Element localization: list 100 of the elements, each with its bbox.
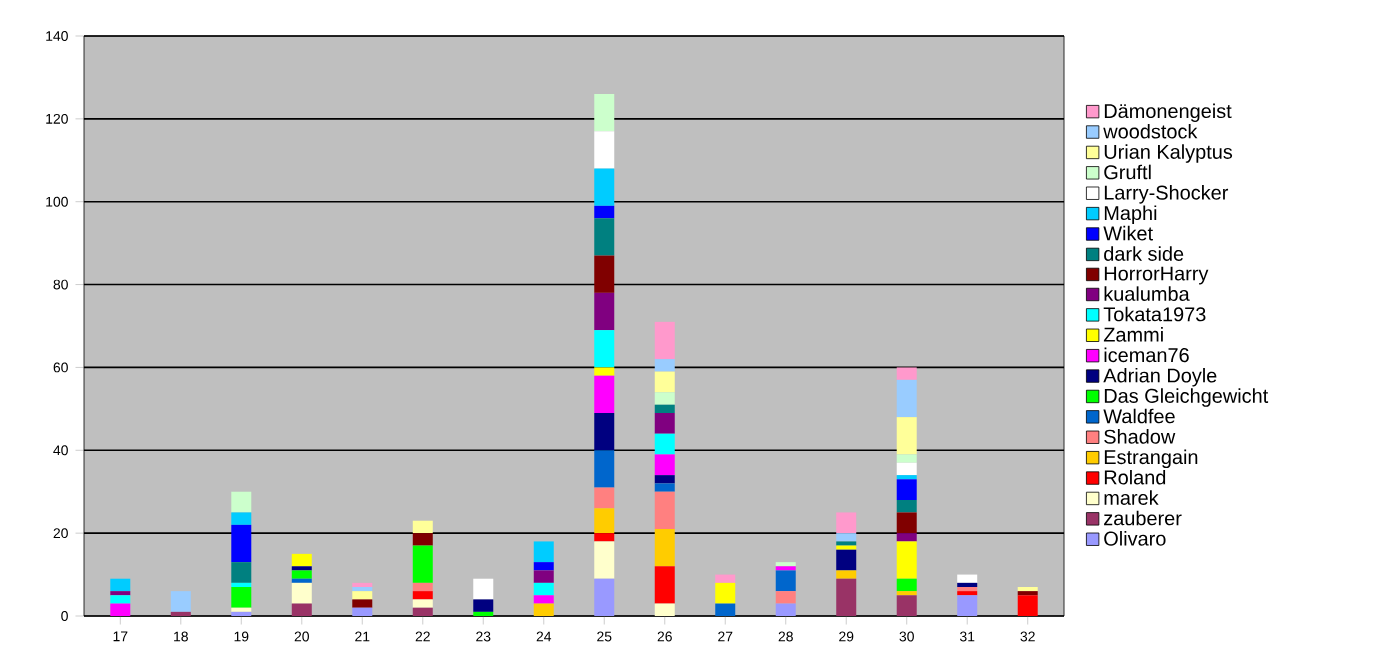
legend-label: Tokata1973 <box>1103 306 1206 322</box>
bar <box>533 603 554 616</box>
bar <box>594 330 615 368</box>
legend-label: Wiket <box>1103 225 1153 241</box>
bar <box>654 529 675 567</box>
bar <box>896 541 917 579</box>
bar <box>654 475 675 484</box>
bar <box>231 587 252 608</box>
bar <box>896 367 917 380</box>
legend-label: marek <box>1104 490 1159 505</box>
bar <box>594 533 615 542</box>
bar <box>896 578 917 592</box>
bar <box>110 603 131 616</box>
legend-label: woodstock <box>1103 123 1198 139</box>
bar <box>533 562 554 571</box>
bar <box>654 433 675 455</box>
legend-label: kualumba <box>1104 286 1190 301</box>
bar <box>231 524 252 563</box>
bar <box>654 603 675 616</box>
bar <box>896 500 917 513</box>
bar <box>231 512 252 525</box>
legend-label: Urian Kalyptus <box>1104 144 1233 163</box>
bar <box>715 582 736 604</box>
bar <box>412 582 433 592</box>
legend-label: dark side <box>1104 246 1184 261</box>
bar <box>836 512 857 534</box>
legend-label: Shadow <box>1104 429 1176 444</box>
bar <box>533 595 554 604</box>
bar <box>594 93 615 132</box>
bar <box>1017 595 1038 616</box>
bar <box>412 533 433 546</box>
bar <box>594 255 615 293</box>
bar <box>594 168 615 206</box>
bar <box>775 603 796 616</box>
bar <box>775 591 796 604</box>
bar <box>594 205 615 219</box>
legend-label: Estrangain <box>1104 449 1198 469</box>
bar <box>654 454 675 476</box>
bar <box>594 413 615 451</box>
bar <box>291 582 312 604</box>
bar <box>594 541 615 579</box>
bar <box>654 321 675 360</box>
bar <box>836 578 857 616</box>
bar <box>715 603 736 616</box>
bar <box>654 413 675 434</box>
bar <box>291 553 312 567</box>
bar <box>896 533 917 542</box>
bar <box>654 392 675 405</box>
legend-label: Waldfee <box>1103 408 1175 424</box>
bar <box>654 491 675 529</box>
bar <box>715 574 736 583</box>
bar <box>533 570 554 583</box>
bar <box>473 578 494 600</box>
bar <box>896 417 917 455</box>
bar <box>594 292 615 331</box>
legend-label: Larry-Shocker <box>1104 185 1229 204</box>
legend-label: Adrian Doyle <box>1103 367 1217 387</box>
legend-label: Dämonengeist <box>1104 103 1232 123</box>
bar <box>412 599 433 608</box>
bar <box>654 359 675 372</box>
bar <box>896 379 917 418</box>
bar <box>594 487 615 509</box>
bar <box>231 562 252 583</box>
bar <box>291 603 312 616</box>
legend-label: iceman76 <box>1104 347 1189 363</box>
bar <box>957 595 978 616</box>
bar <box>896 512 917 534</box>
bar <box>352 607 373 616</box>
legend-label: zauberer <box>1104 510 1182 526</box>
bar <box>654 566 675 604</box>
bar <box>654 404 675 413</box>
bar <box>896 462 917 476</box>
legend-label: Olivaro <box>1104 531 1166 546</box>
bar <box>836 549 857 571</box>
bar <box>352 599 373 608</box>
bar <box>594 375 615 413</box>
bar <box>412 520 433 534</box>
bar <box>896 454 917 463</box>
bar <box>594 131 615 169</box>
bar <box>594 450 615 488</box>
bar <box>775 570 796 592</box>
legend-label: Maphi <box>1104 205 1157 225</box>
bar <box>957 574 978 583</box>
bar <box>291 570 312 579</box>
bar <box>896 595 917 616</box>
bar <box>594 578 615 616</box>
bar <box>231 491 252 513</box>
bar <box>654 483 675 492</box>
bar <box>836 570 857 579</box>
bar <box>654 371 675 393</box>
bar <box>594 367 615 376</box>
bar <box>110 578 131 592</box>
bar <box>533 541 554 563</box>
bar <box>594 508 615 534</box>
bar <box>412 545 433 583</box>
legend-label: Gruftl <box>1104 164 1151 180</box>
bar <box>896 479 917 500</box>
bar <box>473 599 494 612</box>
bar <box>170 591 191 612</box>
bar <box>412 607 433 616</box>
